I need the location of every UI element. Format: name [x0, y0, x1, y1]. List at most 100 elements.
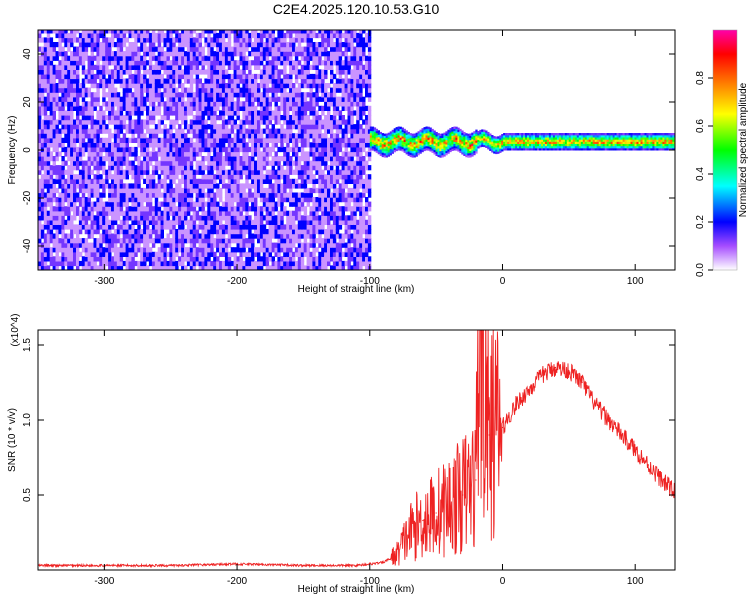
heatmap-cell [248, 260, 252, 267]
heatmap-cell [186, 128, 191, 134]
heatmap-cell [242, 197, 246, 203]
heatmap-cell [148, 78, 153, 84]
heatmap-cell [111, 51, 115, 57]
heatmap-cell [268, 30, 272, 34]
heatmap-cell [292, 151, 296, 157]
heatmap-cell [93, 30, 97, 34]
heatmap-cell [70, 30, 74, 34]
heatmap-cell [321, 60, 325, 66]
heatmap-cell [239, 265, 243, 270]
heatmap-cell [347, 60, 351, 66]
heatmap-cell [306, 105, 310, 111]
heatmap-cell [224, 197, 229, 203]
heatmap-cell [330, 42, 334, 48]
heatmap-cell [154, 210, 159, 216]
heatmap-cell [318, 206, 322, 212]
heatmap-cell [38, 55, 42, 61]
heatmap-cell [338, 55, 343, 61]
heatmap-cell [350, 133, 354, 139]
heatmap-cell [332, 92, 337, 98]
heatmap-cell [280, 174, 284, 180]
heatmap-cell [309, 128, 313, 134]
heatmap-cell [143, 55, 147, 61]
heatmap-cell [204, 178, 208, 184]
heatmap-cell [143, 133, 147, 139]
heatmap-cell [294, 119, 299, 125]
heatmap-cell [259, 192, 264, 198]
heatmap-cell [195, 247, 200, 253]
heatmap-cell [172, 110, 176, 116]
heatmap-cell [73, 151, 77, 157]
heatmap-cell [128, 115, 132, 121]
heatmap-cell [335, 233, 340, 239]
heatmap-cell [55, 30, 59, 34]
heatmap-cell [143, 96, 147, 102]
heatmap-cell [335, 192, 340, 198]
heatmap-cell [87, 87, 91, 93]
heatmap-cell [78, 60, 83, 66]
heatmap-cell [87, 32, 91, 39]
heatmap-cell [318, 51, 322, 57]
heatmap-cell [224, 201, 229, 207]
heatmap-cell [318, 265, 322, 270]
heatmap-cell [49, 219, 54, 225]
heatmap-cell [78, 133, 83, 139]
heatmap-cell [315, 115, 319, 121]
heatmap-cell [96, 201, 100, 207]
heatmap-cell [116, 247, 121, 253]
heatmap-cell [49, 83, 54, 89]
heatmap-cell [221, 87, 226, 93]
heatmap-cell [221, 42, 226, 48]
heatmap-cell [81, 37, 86, 43]
heatmap-cell [207, 83, 211, 89]
heatmap-cell [236, 32, 240, 39]
heatmap-cell [224, 51, 229, 57]
heatmap-cell [81, 101, 86, 107]
heatmap-cell [119, 238, 124, 244]
heatmap-cell [70, 119, 74, 125]
heatmap-cell [321, 160, 325, 166]
heatmap-cell [318, 146, 322, 153]
heatmap-cell [43, 146, 48, 153]
heatmap-cell [239, 42, 243, 48]
heatmap-cell [257, 83, 261, 89]
heatmap-cell [84, 260, 89, 267]
heatmap-cell [210, 78, 214, 84]
heatmap-cell [289, 215, 293, 221]
heatmap-cell [148, 73, 153, 80]
heatmap-cell [52, 101, 56, 107]
heatmap-cell [46, 183, 51, 189]
heatmap-cell [262, 251, 267, 257]
heatmap-cell [105, 201, 109, 207]
heatmap-cell [344, 146, 348, 153]
heatmap-cell [70, 115, 74, 121]
heatmap-cell [265, 197, 270, 203]
heatmap-cell [265, 142, 270, 148]
heatmap-cell [321, 37, 325, 43]
heatmap-cell [76, 96, 80, 102]
heatmap-cell [148, 142, 153, 148]
heatmap-cell [186, 124, 191, 130]
heatmap-cell [283, 32, 287, 39]
heatmap-cell [257, 219, 261, 225]
heatmap-cell [116, 156, 121, 162]
heatmap-cell [111, 165, 115, 171]
heatmap-cell [140, 96, 144, 102]
heatmap-cell [204, 60, 208, 66]
heatmap-cell [233, 206, 237, 212]
heatmap-cell [248, 83, 252, 89]
heatmap-cell [347, 37, 351, 43]
heatmap-cell [64, 110, 68, 116]
heatmap-cell [207, 105, 211, 111]
heatmap-cell [186, 229, 191, 235]
heatmap-cell [303, 265, 308, 270]
heatmap-cell [344, 60, 348, 66]
heatmap-cell [248, 42, 252, 48]
heatmap-cell [236, 183, 240, 189]
heatmap-cell [297, 137, 302, 143]
heatmap-cell [90, 146, 94, 153]
heatmap-cell [315, 73, 319, 80]
heatmap-cell [143, 197, 147, 203]
heatmap-cell [251, 46, 255, 52]
heatmap-cell [146, 142, 150, 148]
